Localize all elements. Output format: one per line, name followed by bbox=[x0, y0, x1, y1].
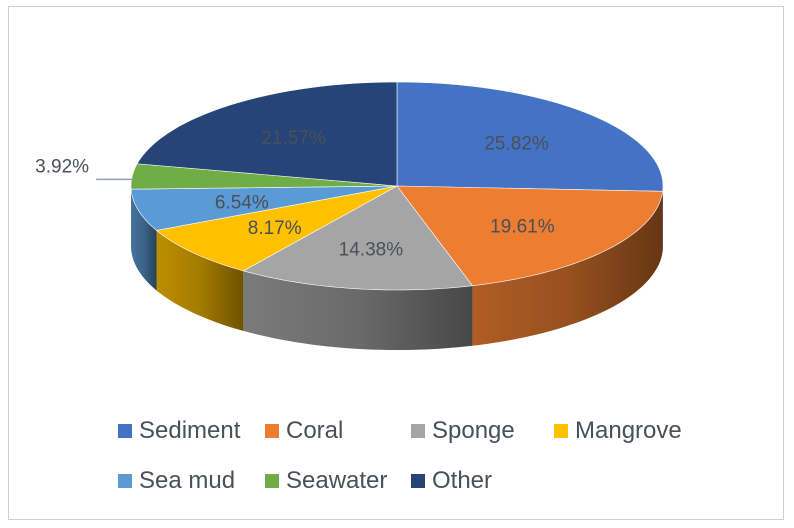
pie-side-shading-mangrove bbox=[156, 230, 244, 331]
legend-label-sediment: Sediment bbox=[139, 417, 241, 444]
legend-item-sediment: Sediment bbox=[118, 416, 240, 446]
data-label-sea-mud: 6.54% bbox=[215, 193, 269, 214]
data-label-sediment: 25.82% bbox=[484, 134, 549, 155]
data-label-other: 21.57% bbox=[261, 128, 326, 149]
legend-row-1: Sediment Coral Sponge Mangrove bbox=[0, 416, 794, 446]
legend-item-seawater: Seawater bbox=[265, 466, 387, 496]
pie-slice-coral bbox=[396, 185, 664, 287]
legend-label-other: Other bbox=[432, 467, 493, 494]
pie-side-shading-sea-mud bbox=[131, 189, 157, 291]
legend-item-other: Other bbox=[411, 466, 492, 496]
legend-item-sponge: Sponge bbox=[411, 416, 515, 446]
pie-slice-other bbox=[136, 81, 398, 187]
legend-swatch-sponge bbox=[411, 424, 425, 438]
legend-item-coral: Coral bbox=[265, 416, 343, 446]
legend-row-2: Sea mud Seawater Other bbox=[0, 466, 794, 496]
legend-swatch-seawater bbox=[265, 474, 279, 488]
legend-item-mangrove: Mangrove bbox=[554, 416, 682, 446]
legend-label-sponge: Sponge bbox=[432, 417, 515, 444]
legend-swatch-other bbox=[411, 474, 425, 488]
pie-slice-sediment bbox=[396, 81, 664, 192]
legend-label-mangrove: Mangrove bbox=[575, 417, 682, 444]
legend-swatch-coral bbox=[265, 424, 279, 438]
data-label-sponge: 14.38% bbox=[339, 240, 404, 261]
data-label-seawater: 3.92% bbox=[35, 156, 89, 177]
pie-side-shading-coral bbox=[472, 191, 663, 346]
legend-item-sea-mud: Sea mud bbox=[118, 466, 235, 496]
pie-side-shading-sponge bbox=[243, 270, 473, 350]
pie-slice-sponge bbox=[242, 185, 473, 291]
legend-swatch-sediment bbox=[118, 424, 132, 438]
data-label-coral: 19.61% bbox=[490, 217, 555, 238]
legend-label-coral: Coral bbox=[286, 417, 344, 444]
legend-label-sea-mud: Sea mud bbox=[139, 467, 236, 494]
legend-swatch-mangrove bbox=[554, 424, 568, 438]
pie-slice-seawater bbox=[130, 163, 398, 190]
legend-label-seawater: Seawater bbox=[286, 467, 388, 494]
legend-swatch-sea-mud bbox=[118, 474, 132, 488]
pie-slice-sea-mud bbox=[130, 185, 398, 231]
data-label-mangrove: 8.17% bbox=[248, 218, 302, 239]
pie-slice-mangrove bbox=[155, 185, 398, 272]
